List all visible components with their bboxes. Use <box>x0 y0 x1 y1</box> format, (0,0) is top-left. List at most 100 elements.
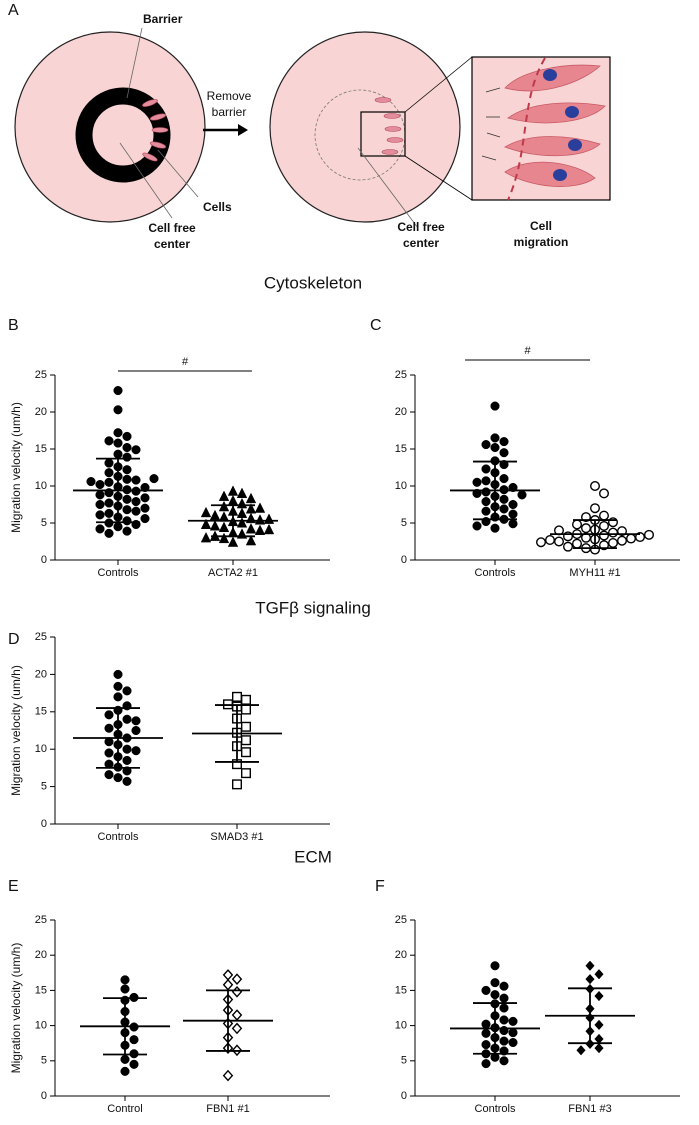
data-point <box>231 985 243 998</box>
data-point <box>104 477 114 487</box>
data-point <box>576 1045 586 1056</box>
arrow-head <box>238 124 248 136</box>
data-point <box>245 534 257 546</box>
data-point <box>104 770 114 780</box>
data-point <box>113 405 123 415</box>
y-tick-label: 15 <box>395 443 407 455</box>
pointer-lines <box>119 27 199 219</box>
x-tick-label: FBN1 #1 <box>206 1103 249 1115</box>
data-point <box>608 527 619 538</box>
label-barrier: Barrier <box>143 12 183 26</box>
y-tick-label: 15 <box>395 984 407 996</box>
y-tick-label: 0 <box>41 554 47 566</box>
y-tick-label: 25 <box>35 914 47 926</box>
label-cell-free: center <box>154 237 190 251</box>
data-point <box>140 493 150 503</box>
data-point <box>490 523 500 533</box>
label-remove: barrier <box>212 105 247 119</box>
migration-arrows <box>481 87 501 161</box>
data-point <box>599 510 610 521</box>
panel-label: A <box>8 2 19 19</box>
y-tick-label: 25 <box>395 914 407 926</box>
data-point <box>236 497 248 509</box>
data-point <box>499 1015 509 1025</box>
cells <box>374 97 404 155</box>
data-point <box>254 514 266 525</box>
panel-label: E <box>8 878 19 895</box>
data-point <box>231 779 242 790</box>
data-point <box>594 969 604 980</box>
data-point <box>140 503 150 513</box>
well <box>269 31 461 223</box>
data-point <box>95 524 105 534</box>
data-point <box>499 504 509 514</box>
data-point <box>113 385 123 396</box>
data-point <box>554 536 565 547</box>
label-migration: migration <box>514 235 569 249</box>
y-tick-label: 10 <box>35 1020 47 1032</box>
data-point <box>499 981 509 991</box>
panel-a-diagram: A Barrier Cells Cell free center Remove … <box>8 2 611 251</box>
data-point <box>222 1069 234 1082</box>
label-cell-free: center <box>403 236 439 250</box>
y-axis-label: Migration velocity (um/h) <box>9 943 23 1074</box>
data-point <box>608 537 619 548</box>
data-point <box>122 442 132 453</box>
data-point <box>149 474 159 484</box>
data-point <box>122 465 132 475</box>
data-point <box>499 1056 509 1066</box>
y-tick-label: 0 <box>401 1090 407 1102</box>
data-point <box>104 528 114 538</box>
data-point <box>536 537 547 548</box>
x-tick-label: Control <box>107 1103 142 1115</box>
data-point <box>95 499 105 510</box>
data-point <box>218 521 230 532</box>
data-point <box>481 440 491 450</box>
pointer-lines <box>357 147 419 229</box>
data-point <box>545 535 556 546</box>
data-point <box>481 476 491 486</box>
y-tick-label: 0 <box>401 554 407 566</box>
x-tick-label: ACTA2 #1 <box>208 567 258 579</box>
data-point <box>499 1036 509 1046</box>
y-tick-label: 5 <box>401 517 407 529</box>
data-point <box>104 436 114 446</box>
data-point <box>95 510 105 520</box>
data-point <box>254 524 266 535</box>
data-point <box>140 514 150 524</box>
y-tick-label: 20 <box>395 406 407 418</box>
y-tick-label: 0 <box>41 1090 47 1102</box>
data-point <box>218 500 230 512</box>
data-point <box>481 1040 491 1050</box>
data-point <box>113 692 123 702</box>
chart: F 0 5 10 15 20 25 Controls FBN1 #3 <box>375 878 680 1115</box>
data-point <box>236 517 248 528</box>
data-point <box>508 1028 518 1038</box>
zoom-line <box>404 56 473 113</box>
nuclei <box>543 69 582 181</box>
data-point <box>131 725 141 736</box>
data-point <box>481 496 491 507</box>
panel-label: D <box>8 631 20 648</box>
data-point <box>222 969 234 981</box>
data-point <box>104 508 114 518</box>
data-point <box>499 494 509 504</box>
x-tick-label: Controls <box>98 567 139 579</box>
data-point <box>490 961 500 971</box>
data-point <box>599 530 610 541</box>
data-point <box>113 669 123 679</box>
data-point <box>120 984 130 994</box>
y-axis-label: Migration velocity (um/h) <box>9 402 23 533</box>
data-point <box>508 499 518 510</box>
data-point <box>113 773 123 783</box>
data-point <box>200 506 212 518</box>
data-point <box>200 518 212 530</box>
data-point <box>122 776 132 786</box>
data-point <box>120 1066 130 1076</box>
data-point <box>490 442 500 453</box>
data-point <box>481 1028 491 1038</box>
zoom-box <box>360 111 406 157</box>
data-point <box>131 496 141 507</box>
data-point <box>131 475 141 485</box>
